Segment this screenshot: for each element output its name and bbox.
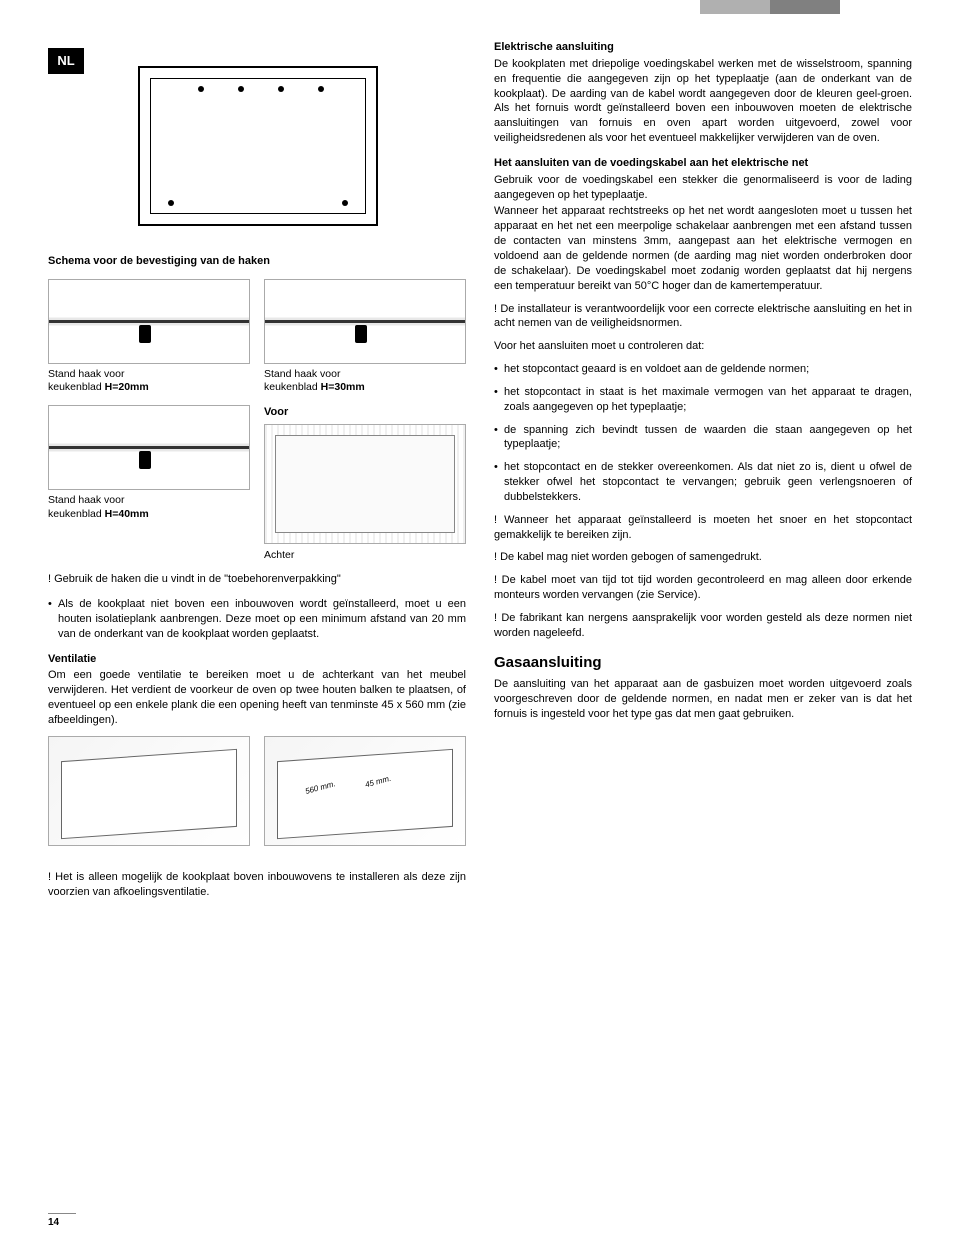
- language-badge: NL: [48, 48, 84, 74]
- bullet-3: de spanning zich bevindt tussen de waard…: [494, 423, 912, 453]
- hook-row-1: Stand haak voor keukenblad H=20mm Stand …: [48, 279, 466, 395]
- bullet-1: het stopcontact geaard is en voldoet aan…: [494, 362, 912, 377]
- body-net-1: Gebruik voor de voedingskabel een stekke…: [494, 173, 912, 203]
- body-net-2: Wanneer het apparaat rechtstreeks op het…: [494, 204, 912, 293]
- body-elektrische: De kookplaten met driepolige voedingskab…: [494, 57, 912, 146]
- vent-diagram-1: [48, 736, 250, 846]
- heading-net: Het aansluiten van de voedingskabel aan …: [494, 156, 912, 171]
- ventilation-diagrams: 560 mm. 45 mm.: [48, 736, 466, 846]
- warn-kabel: ! De kabel mag niet worden gebogen of sa…: [494, 550, 912, 565]
- vent-diagram-2: 560 mm. 45 mm.: [264, 736, 466, 846]
- note-afkoeling: ! Het is alleen mogelijk de kookplaat bo…: [48, 870, 466, 900]
- hook-diagram-40: [48, 405, 250, 490]
- hook-row-2: Stand haak voor keukenblad H=40mm Voor A…: [48, 405, 466, 562]
- warn-tijd: ! De kabel moet van tijd tot tijd worden…: [494, 573, 912, 603]
- bullet-isolatie: Als de kookplaat niet boven een inbouwov…: [48, 597, 466, 642]
- warn-snoer: ! Wanneer het apparaat geïnstalleerd is …: [494, 513, 912, 543]
- hook-label-20: Stand haak voor keukenblad H=20mm: [48, 368, 250, 395]
- heading-gasaansluiting: Gasaansluiting: [494, 653, 912, 673]
- top-diagram: [118, 46, 398, 246]
- right-column: Elektrische aansluiting De kookplaten me…: [494, 40, 912, 909]
- warn-fabrikant: ! De fabrikant kan nergens aansprakelijk…: [494, 611, 912, 641]
- heading-elektrische: Elektrische aansluiting: [494, 40, 912, 55]
- left-column: Schema voor de bevestiging van de haken …: [48, 40, 466, 909]
- heading-ventilatie: Ventilatie: [48, 652, 466, 667]
- note-haken: ! Gebruik de haken die u vindt in de "to…: [48, 572, 466, 587]
- header-color-bar: [0, 0, 960, 14]
- body-gasaansluiting: De aansluiting van het apparaat aan de g…: [494, 677, 912, 722]
- achter-label: Achter: [264, 548, 466, 562]
- hook-label-40: Stand haak voor keukenblad H=40mm: [48, 494, 250, 521]
- hook-diagram-20: [48, 279, 250, 364]
- voor-label: Voor: [264, 405, 466, 420]
- page-number: 14: [48, 1213, 76, 1230]
- front-diagram: [264, 424, 466, 544]
- schema-title: Schema voor de bevestiging van de haken: [48, 254, 466, 269]
- body-ventilatie: Om een goede ventilatie te bereiken moet…: [48, 668, 466, 727]
- bullet-4: het stopcontact en de stekker overeenkom…: [494, 460, 912, 505]
- hook-label-30: Stand haak voor keukenblad H=30mm: [264, 368, 466, 395]
- body-controleren: Voor het aansluiten moet u controleren d…: [494, 339, 912, 354]
- bullet-2: het stopcontact in staat is het maximale…: [494, 385, 912, 415]
- warn-installateur: ! De installateur is verantwoordelijk vo…: [494, 302, 912, 332]
- hook-diagram-30: [264, 279, 466, 364]
